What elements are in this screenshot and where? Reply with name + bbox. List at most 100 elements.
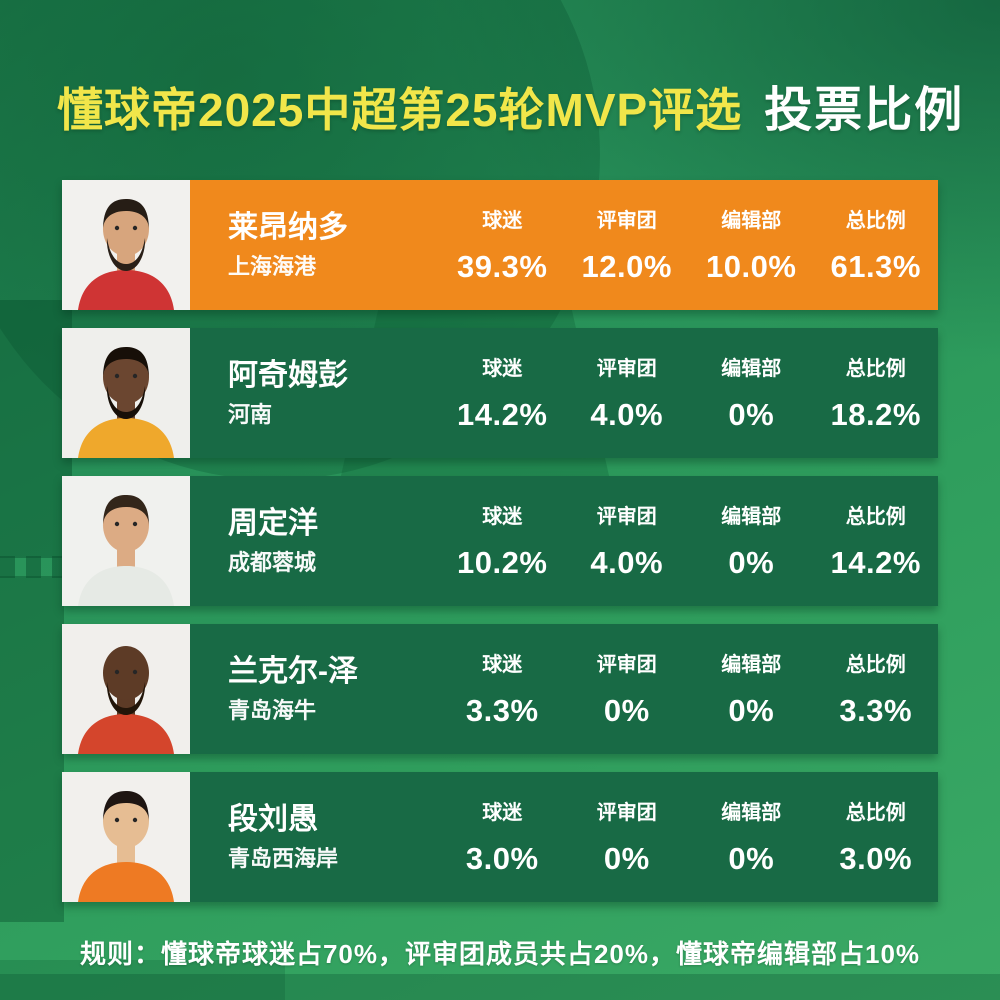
player-avatar-icon <box>62 624 190 754</box>
stat-value-editors: 10.0% <box>706 248 797 284</box>
stat-label-total: 总比例 <box>845 653 906 676</box>
stat-editors: 编辑部 0% <box>689 328 814 458</box>
stat-label-total: 总比例 <box>845 505 906 528</box>
stat-value-fans: 3.3% <box>465 692 539 728</box>
stat-fans: 球迷 39.3% <box>440 180 565 310</box>
stat-value-editors: 0% <box>728 692 775 728</box>
stat-label-fans: 球迷 <box>482 801 523 824</box>
left-texture-decor <box>0 300 72 558</box>
bottom-band-decor <box>0 974 1000 1000</box>
title-suffix: 投票比例 <box>764 84 965 137</box>
stat-value-fans: 14.2% <box>457 396 548 432</box>
player-team: 上海海港 <box>228 253 317 279</box>
player-team: 青岛西海岸 <box>228 845 339 871</box>
stat-label-editors: 编辑部 <box>721 505 782 528</box>
player-photo <box>62 772 190 902</box>
player-photo <box>62 180 190 310</box>
stat-label-editors: 编辑部 <box>721 801 782 824</box>
stat-fans: 球迷 3.0% <box>440 772 565 902</box>
stat-total: 总比例 18.2% <box>814 328 939 458</box>
stat-label-jury: 评审团 <box>596 505 657 528</box>
player-row-2: 阿奇姆彭 河南 球迷 14.2% 评审团 4.0% 编辑部 0% 总比例 18.… <box>62 328 938 458</box>
stat-fans: 球迷 10.2% <box>440 476 565 606</box>
stat-label-jury: 评审团 <box>596 357 657 380</box>
player-name: 周定洋 <box>228 506 318 540</box>
voting-rule-footer: 规则：懂球帝球迷占70%，评审团成员共占20%，懂球帝编辑部占10% <box>0 934 1000 971</box>
stat-value-fans: 39.3% <box>457 248 548 284</box>
player-name: 阿奇姆彭 <box>228 358 348 392</box>
stat-value-jury: 4.0% <box>590 396 664 432</box>
stat-label-fans: 球迷 <box>482 357 523 380</box>
stat-label-fans: 球迷 <box>482 505 523 528</box>
player-identity: 莱昂纳多 上海海港 <box>190 180 440 310</box>
stat-value-editors: 0% <box>728 840 775 876</box>
player-avatar-icon <box>62 180 190 310</box>
page-title: 懂球帝2025中超第25轮MVP评选 投票比例 <box>0 0 1000 140</box>
player-team: 成都蓉城 <box>228 549 317 575</box>
stat-label-total: 总比例 <box>845 357 906 380</box>
player-team: 河南 <box>228 401 273 427</box>
stat-editors: 编辑部 0% <box>689 476 814 606</box>
stat-value-total: 61.3% <box>830 248 921 284</box>
stat-label-total: 总比例 <box>845 801 906 824</box>
player-team: 青岛海牛 <box>228 697 317 723</box>
player-identity: 周定洋 成都蓉城 <box>190 476 440 606</box>
stat-label-editors: 编辑部 <box>721 653 782 676</box>
stat-label-fans: 球迷 <box>482 653 523 676</box>
player-row-5: 段刘愚 青岛西海岸 球迷 3.0% 评审团 0% 编辑部 0% 总比例 3.0% <box>62 772 938 902</box>
voting-rule-text: 规则：懂球帝球迷占70%，评审团成员共占20%，懂球帝编辑部占10% <box>79 939 921 969</box>
player-avatar-icon <box>62 772 190 902</box>
stat-total: 总比例 3.3% <box>814 624 939 754</box>
stat-fans: 球迷 14.2% <box>440 328 565 458</box>
stat-value-total: 18.2% <box>830 396 921 432</box>
stat-value-jury: 0% <box>603 692 650 728</box>
stat-value-fans: 3.0% <box>465 840 539 876</box>
stat-jury: 评审团 4.0% <box>565 476 690 606</box>
stat-label-jury: 评审团 <box>596 653 657 676</box>
player-photo <box>62 328 190 458</box>
player-photo <box>62 476 190 606</box>
stat-total: 总比例 14.2% <box>814 476 939 606</box>
title-main: 懂球帝2025中超第25轮MVP评选 <box>57 84 743 136</box>
left-tower-decor <box>0 576 64 922</box>
player-identity: 阿奇姆彭 河南 <box>190 328 440 458</box>
stat-jury: 评审团 4.0% <box>565 328 690 458</box>
stat-value-total: 3.0% <box>839 840 913 876</box>
player-identity: 段刘愚 青岛西海岸 <box>190 772 440 902</box>
player-name: 莱昂纳多 <box>228 210 348 244</box>
player-name: 段刘愚 <box>228 802 318 836</box>
stat-editors: 编辑部 0% <box>689 624 814 754</box>
stat-value-total: 14.2% <box>830 544 921 580</box>
bottom-left-decor <box>0 960 285 1000</box>
player-row-3: 周定洋 成都蓉城 球迷 10.2% 评审团 4.0% 编辑部 0% 总比例 14… <box>62 476 938 606</box>
stat-value-jury: 0% <box>603 840 650 876</box>
stat-value-jury: 4.0% <box>590 544 664 580</box>
stat-value-fans: 10.2% <box>457 544 548 580</box>
stat-value-jury: 12.0% <box>581 248 672 284</box>
battlement-decor <box>0 556 78 578</box>
stat-total: 总比例 3.0% <box>814 772 939 902</box>
stat-label-editors: 编辑部 <box>721 357 782 380</box>
stat-label-fans: 球迷 <box>482 209 523 232</box>
stat-jury: 评审团 0% <box>565 624 690 754</box>
vote-results-list: 莱昂纳多 上海海港 球迷 39.3% 评审团 12.0% 编辑部 10.0% 总… <box>62 180 938 902</box>
player-identity: 兰克尔-泽 青岛海牛 <box>190 624 440 754</box>
stat-total: 总比例 61.3% <box>814 180 939 310</box>
stat-value-editors: 0% <box>728 544 775 580</box>
player-row-4: 兰克尔-泽 青岛海牛 球迷 3.3% 评审团 0% 编辑部 0% 总比例 3.3… <box>62 624 938 754</box>
stat-jury: 评审团 12.0% <box>565 180 690 310</box>
stat-editors: 编辑部 10.0% <box>689 180 814 310</box>
stat-value-editors: 0% <box>728 396 775 432</box>
player-photo <box>62 624 190 754</box>
stat-label-editors: 编辑部 <box>721 209 782 232</box>
player-row-1: 莱昂纳多 上海海港 球迷 39.3% 评审团 12.0% 编辑部 10.0% 总… <box>62 180 938 310</box>
stat-fans: 球迷 3.3% <box>440 624 565 754</box>
stat-label-total: 总比例 <box>845 209 906 232</box>
stat-jury: 评审团 0% <box>565 772 690 902</box>
stat-label-jury: 评审团 <box>596 209 657 232</box>
player-avatar-icon <box>62 476 190 606</box>
stat-editors: 编辑部 0% <box>689 772 814 902</box>
stat-label-jury: 评审团 <box>596 801 657 824</box>
player-avatar-icon <box>62 328 190 458</box>
